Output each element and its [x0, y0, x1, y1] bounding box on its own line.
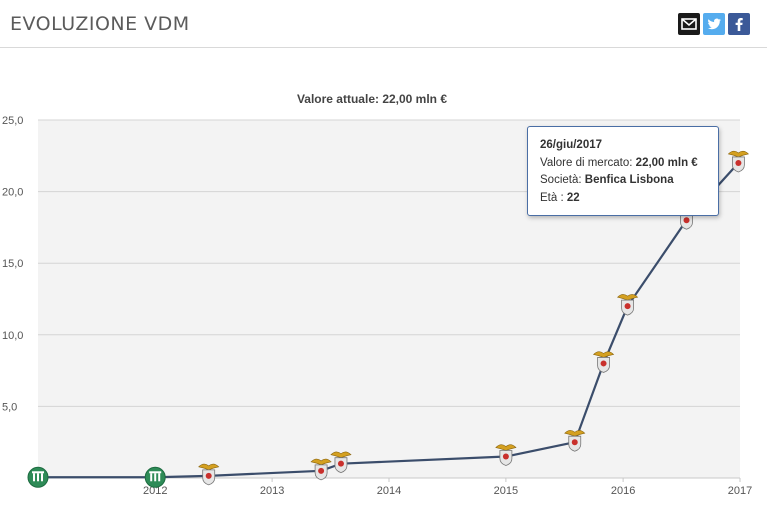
shield-emblem	[624, 303, 631, 310]
data-point[interactable]	[310, 458, 332, 481]
crest-stripe	[150, 473, 153, 482]
data-point[interactable]	[564, 430, 586, 452]
tooltip-value-row: Valore di mercato: 22,00 mln €	[540, 155, 706, 173]
crest-bar	[32, 471, 44, 474]
data-point[interactable]	[592, 351, 615, 373]
chart-title: Valore attuale: 22,00 mln €	[297, 92, 447, 106]
x-tick-label: 2014	[377, 485, 401, 497]
email-icon	[681, 18, 697, 30]
y-axis: 25,0 20,0 15,0 10,0 5,0	[2, 115, 23, 413]
header: EVOLUZIONE VDM	[0, 0, 767, 48]
y-tick-label: 15,0	[2, 258, 23, 270]
shield-emblem	[318, 467, 325, 474]
x-tick-label: 2013	[260, 485, 284, 497]
benfica-eagle-icon	[330, 451, 352, 459]
x-axis: 2012 2013 2014 2015 2016 2017	[143, 478, 752, 497]
benfica-eagle-icon	[310, 458, 332, 466]
page-title: EVOLUZIONE VDM	[10, 13, 190, 35]
x-tick-label: 2015	[494, 485, 518, 497]
crest-stripe	[158, 473, 161, 482]
y-tick-label: 5,0	[2, 401, 17, 413]
shield-emblem	[571, 439, 578, 446]
data-point[interactable]	[330, 451, 352, 474]
x-tick-label: 2017	[728, 485, 752, 497]
benfica-eagle-icon	[727, 150, 750, 158]
data-point[interactable]	[495, 444, 517, 466]
tooltip-club: Benfica Lisbona	[584, 174, 674, 186]
twitter-icon	[707, 18, 721, 30]
y-tick-label: 10,0	[2, 330, 23, 342]
y-tick-label: 25,0	[2, 115, 23, 127]
tooltip-club-row: Società: Benfica Lisbona	[540, 172, 706, 190]
tooltip-age-row: Età : 22	[540, 190, 706, 208]
benfica-eagle-icon	[495, 444, 517, 451]
twitter-share-button[interactable]	[703, 13, 725, 35]
chart-svg: Valore attuale: 22,00 mln € 25,0 20,0 15,0…	[2, 92, 752, 497]
data-point[interactable]	[198, 463, 220, 486]
shield-emblem	[502, 453, 509, 460]
tooltip-age-label: Età :	[540, 191, 564, 204]
crest-stripe	[41, 473, 43, 482]
shield-emblem	[683, 217, 690, 224]
shield-emblem	[735, 159, 742, 166]
x-tick-label: 2012	[143, 485, 167, 497]
data-point[interactable]	[727, 150, 750, 173]
data-point[interactable]	[27, 466, 49, 488]
market-value-chart: Valore attuale: 22,00 mln € 25,0 20,0 15,0…	[0, 48, 767, 512]
benfica-eagle-icon	[564, 430, 586, 437]
benfica-eagle-icon	[592, 351, 615, 358]
email-share-button[interactable]	[678, 13, 700, 35]
x-tick-label: 2016	[611, 485, 635, 497]
tooltip-value-label: Valore di mercato:	[540, 156, 633, 169]
shield-emblem	[337, 460, 344, 467]
shield-emblem	[600, 360, 607, 367]
shield-emblem	[205, 472, 212, 479]
benfica-eagle-icon	[616, 294, 639, 301]
facebook-icon	[735, 18, 743, 31]
data-point[interactable]	[616, 294, 639, 316]
data-markers[interactable]	[27, 150, 750, 488]
tooltip-age: 22	[566, 191, 580, 204]
crest-stripe	[33, 473, 35, 482]
benfica-eagle-icon	[198, 463, 220, 471]
chart-tooltip: 26/giu/2017 Valore di mercato: 22,00 mln…	[527, 126, 719, 216]
crest-stripe	[154, 473, 157, 482]
crest-stripe	[37, 473, 39, 482]
tooltip-club-label: Società:	[540, 174, 582, 186]
y-tick-label: 20,0	[2, 187, 23, 199]
data-point[interactable]	[144, 466, 166, 488]
facebook-share-button[interactable]	[728, 13, 750, 35]
tooltip-date: 26/giu/2017	[540, 139, 603, 151]
crest-bar	[149, 471, 162, 474]
tooltip-value: 22,00 mln €	[635, 156, 698, 169]
